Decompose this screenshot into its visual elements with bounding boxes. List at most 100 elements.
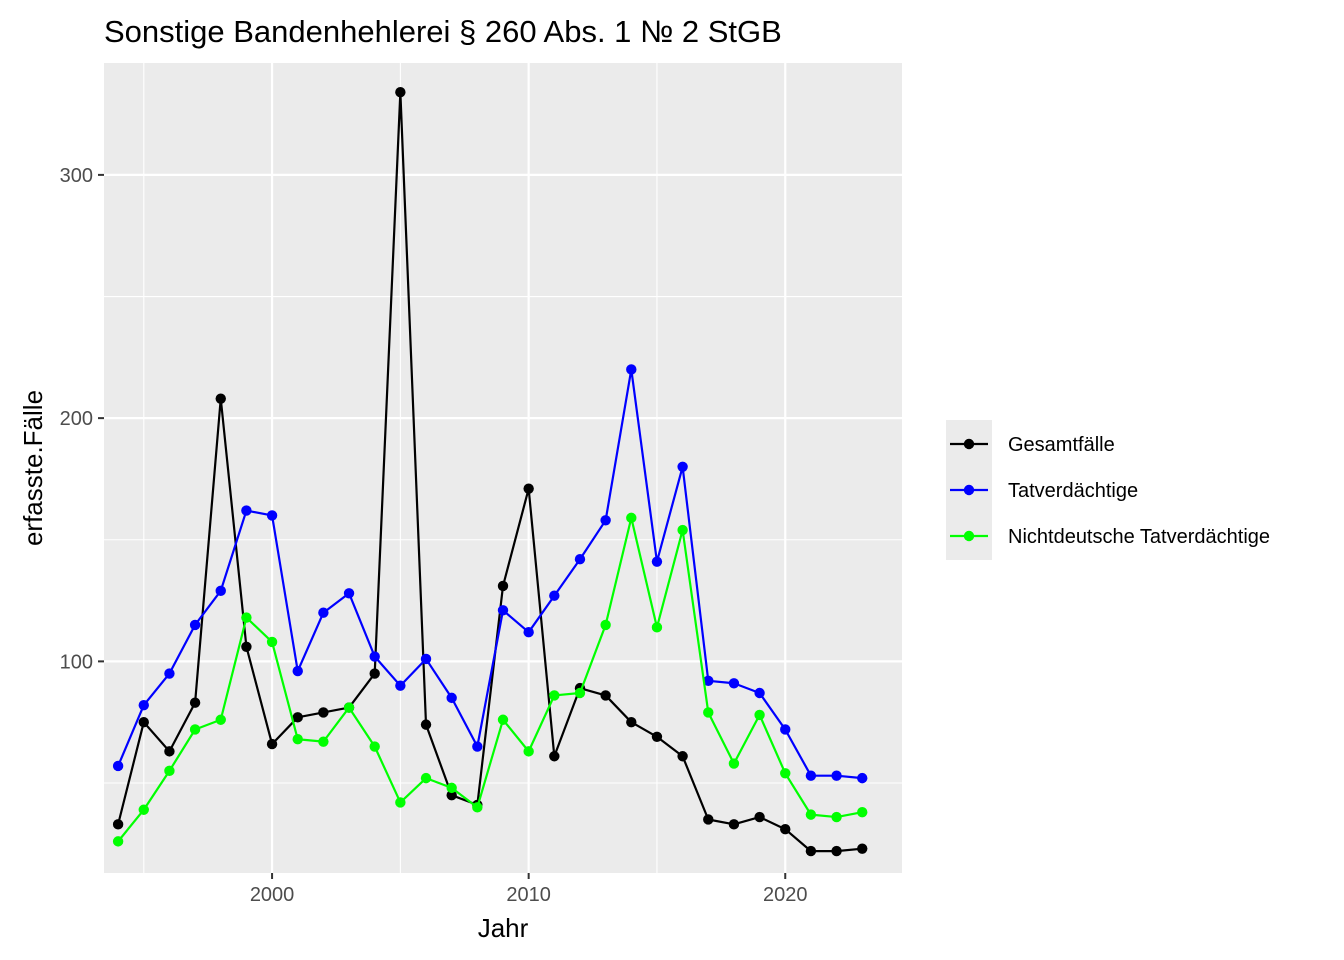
data-point [395,86,406,98]
data-point [549,690,560,701]
legend-item: Gesamtfälle [950,434,1115,456]
data-point [112,819,124,830]
data-point [472,802,483,813]
data-point [164,746,175,757]
data-point [600,619,611,631]
data-point [420,772,432,784]
legend-key-point [963,530,975,542]
series-layer [112,86,868,857]
y-tick-label: 300 [60,165,93,187]
data-point [831,811,842,823]
data-point [677,524,688,536]
data-point [651,556,663,567]
x-tick-label: 2010 [506,884,551,906]
data-point [292,734,303,745]
data-point [164,765,175,777]
data-point [523,626,534,638]
data-point [600,515,611,526]
data-point [677,461,688,472]
data-point [395,680,406,691]
data-point [215,393,226,404]
x-axis-title: Jahr [478,913,529,943]
major-gridlines [104,63,902,873]
data-point [728,819,740,830]
data-point [651,731,663,742]
data-point [805,845,817,857]
data-point [369,741,380,752]
data-point [446,789,457,801]
legend-label: Tatverdächtige [1008,480,1138,502]
data-point [292,665,303,677]
data-point [728,678,740,689]
data-point [754,687,765,699]
data-point [574,687,586,699]
data-point [369,651,380,662]
data-point [831,770,842,781]
data-point [369,668,380,679]
data-point [112,760,124,772]
data-point [523,483,534,494]
data-point [574,554,586,565]
data-point [677,751,688,762]
data-point [343,702,355,713]
data-point [780,724,791,735]
data-point [266,738,278,750]
data-point [626,512,637,524]
legend: Gesamtfälle Tatverdächtige Nichtdeutsche T… [946,420,1270,560]
data-point [472,741,483,752]
data-point [189,697,201,708]
legend-key-point [963,438,975,450]
data-point [651,622,663,633]
data-point [446,692,457,704]
data-point [420,653,432,665]
chart-title: Sonstige Bandenhehlerei § 260 Abs. 1 № 2… [104,14,782,49]
data-point [857,843,868,854]
data-point [523,746,534,757]
series-group [112,512,868,847]
data-point [343,588,355,599]
data-point [600,690,611,701]
data-point [241,612,252,623]
data-point [292,712,303,723]
series-line [117,516,863,843]
data-point [318,736,329,747]
data-point [805,770,817,781]
data-point [138,699,149,711]
data-point [549,590,560,601]
data-point [728,758,740,769]
data-point [703,814,714,825]
data-point [805,809,817,820]
legend-item: Tatverdächtige [950,480,1138,502]
y-tick-label: 200 [60,408,93,430]
data-point [703,707,714,718]
data-point [266,636,278,648]
data-point [318,707,329,718]
data-point [497,580,509,592]
data-point [703,675,714,687]
data-point [857,772,868,784]
data-point [395,797,406,808]
legend-item: Nichtdeutsche Tatverdächtige [950,526,1270,548]
data-point [446,782,457,794]
data-point [318,607,329,618]
data-point [138,804,149,815]
plot-panel [104,63,902,873]
data-point [138,716,149,728]
data-point [626,716,637,728]
data-point [215,585,226,597]
data-point [112,836,124,847]
data-point [215,714,226,725]
x-tick-label: 2000 [250,884,295,906]
data-point [189,724,201,735]
data-point [241,505,252,516]
data-point [164,668,175,679]
axes: 2000 2010 2020 100 200 300 [60,165,808,906]
data-point [780,768,791,779]
data-point [626,364,637,375]
y-tick-label: 100 [60,651,93,673]
data-point [497,605,509,616]
data-point [189,619,201,631]
data-point [549,751,560,762]
data-point [754,709,765,721]
